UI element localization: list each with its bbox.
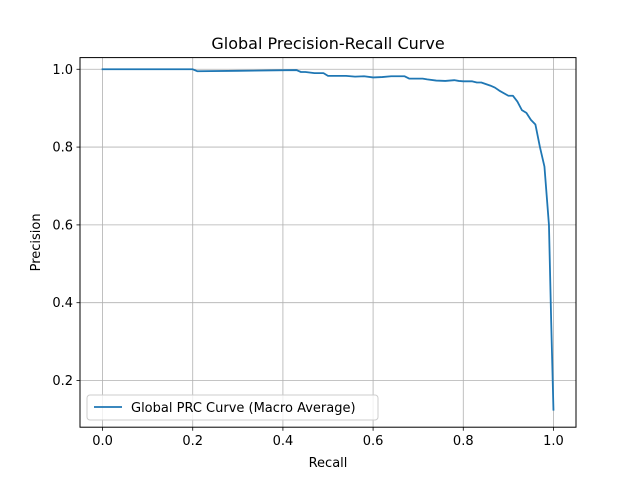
chart-title: Global Precision-Recall Curve [211,34,444,53]
x-tick-label: 0.4 [273,434,294,449]
y-axis-label: Precision [29,213,44,271]
x-tick-label: 0.6 [363,434,384,449]
y-tick-label: 0.6 [52,218,73,233]
series-layer [101,68,555,411]
y-tick-label: 0.2 [52,374,73,389]
legend-series-label: Global PRC Curve (Macro Average) [131,401,356,416]
y-tick-label: 0.8 [52,141,73,156]
grid [80,57,576,428]
x-tick-label: 0.2 [182,434,203,449]
ticks: 0.0 0.2 0.4 0.6 0.8 1.0 0.2 0.4 0.6 0.8 1.0 [52,63,563,449]
series-line [101,68,555,411]
y-tick-label: 1.0 [52,63,73,78]
x-tick-label: 1.0 [543,434,564,449]
legend-box [86,394,379,421]
y-tick-label: 0.4 [52,296,73,311]
legend: Global PRC Curve (Macro Average) [86,394,379,421]
x-tick-label: 0.8 [453,434,474,449]
plot-frame [79,57,577,428]
x-axis-label: Recall [309,456,348,471]
x-tick-label: 0.0 [92,434,113,449]
